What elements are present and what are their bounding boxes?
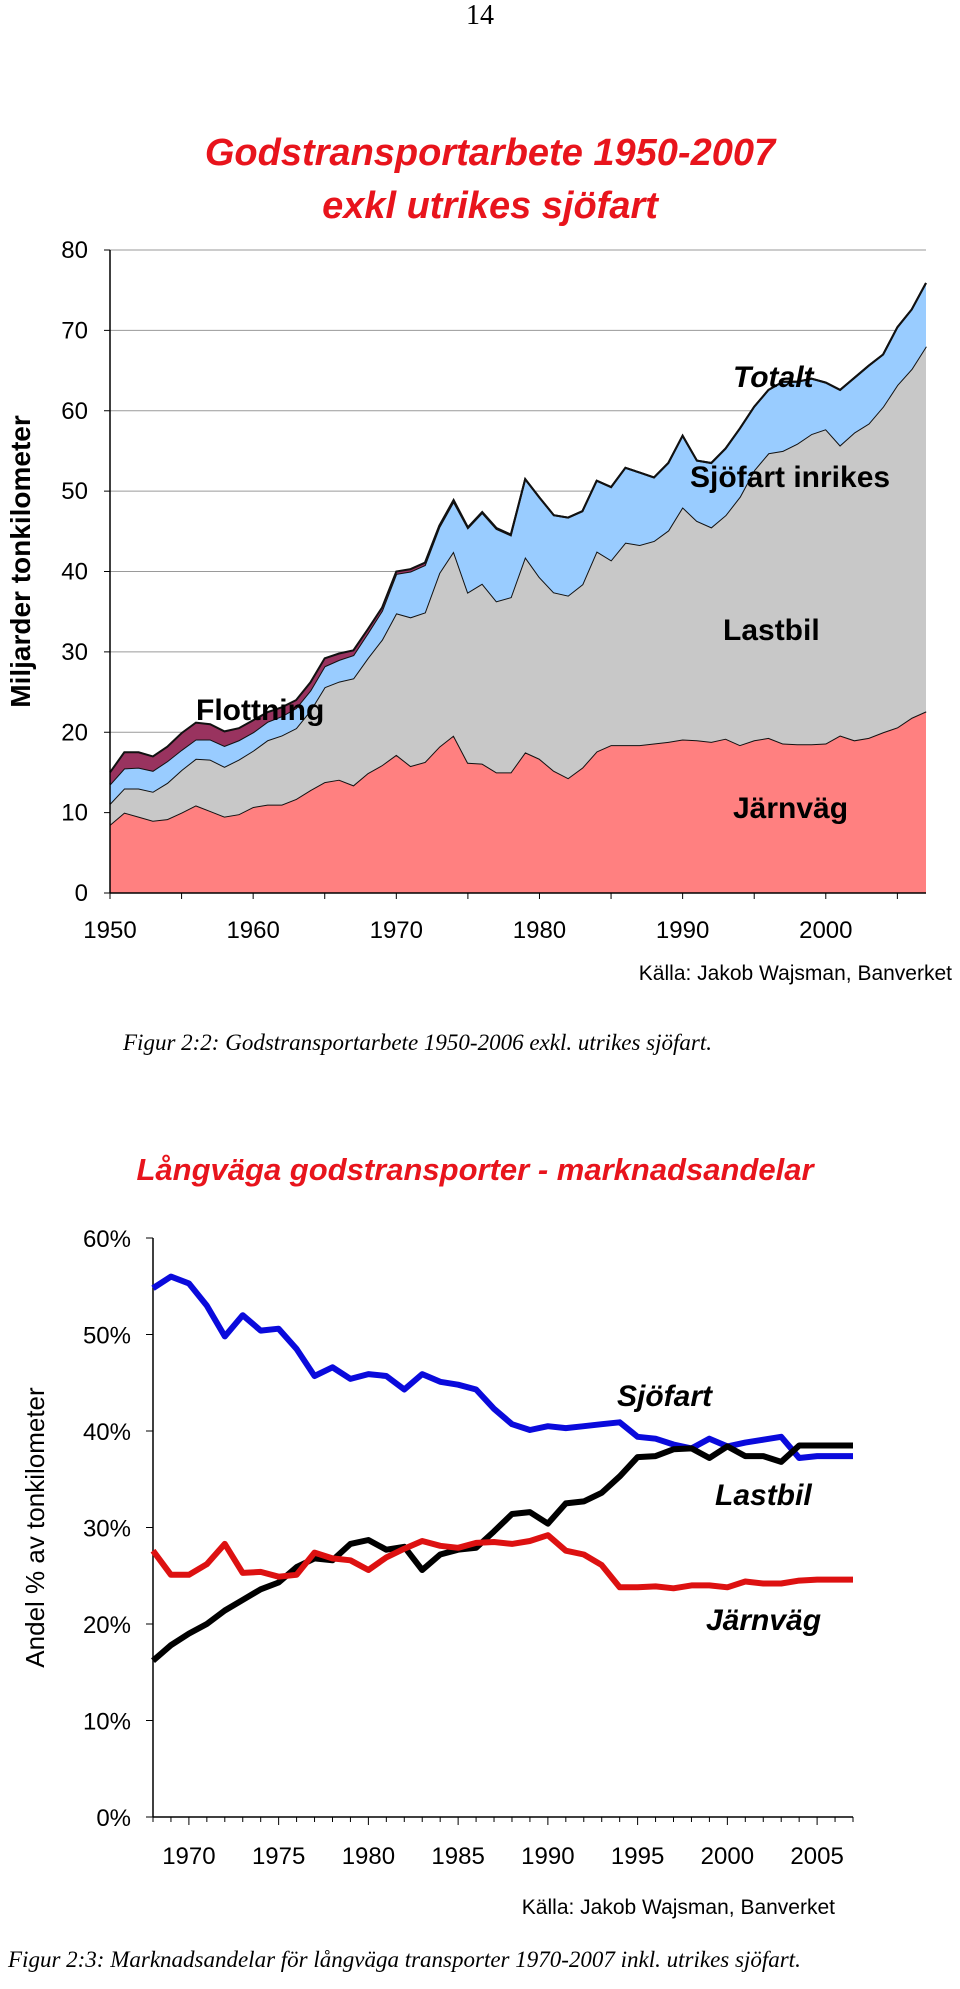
chart-title: Långväga godstransporter - marknadsandel… (136, 1152, 815, 1187)
line-j-rnv-g (150, 1532, 853, 1592)
x-tick-label: 1970 (162, 1843, 215, 1870)
x-tick-label: 2000 (799, 917, 852, 944)
x-tick-label: 1960 (226, 917, 279, 944)
area-sj-fart-inrikes (110, 283, 926, 804)
y-tick-label: 20 (61, 719, 88, 746)
y-tick-label: 60% (83, 1226, 131, 1253)
x-tick-label: 1990 (656, 917, 709, 944)
x-tick-label: 1980 (513, 917, 566, 944)
y-axis-label: Andel % av tonkilometer (20, 1387, 50, 1668)
chart-title-line-1: Godstransportarbete 1950-2007 (205, 132, 777, 174)
y-tick-label: 60 (61, 398, 88, 425)
x-tick-label: 1950 (83, 917, 136, 944)
y-tick-label: 50% (83, 1323, 131, 1350)
x-tick-label: 1970 (370, 917, 423, 944)
market-share-line-chart: Långväga godstransporter - marknadsandel… (20, 1152, 854, 1919)
figure-caption-1: Figur 2:2: Godstransportarbete 1950-2006… (123, 1030, 713, 1055)
source-note: Källa: Jakob Wajsman, Banverket (639, 962, 952, 985)
y-tick-label: 80 (61, 237, 88, 264)
y-axis-label: Miljarder tonkilometer (5, 415, 36, 708)
y-tick-label: 30 (61, 639, 88, 666)
annotation-jarnvag: Järnväg (706, 1604, 821, 1637)
x-tick-label: 2000 (701, 1843, 754, 1870)
x-tick-label: 1990 (521, 1843, 574, 1870)
y-tick-label: 20% (83, 1612, 131, 1639)
chart-title-line-2: exkl utrikes sjöfart (322, 185, 659, 227)
annotation-lastbil: Lastbil (715, 1479, 812, 1512)
annotation-jarnvag: Järnväg (733, 792, 848, 825)
line-sj-fart (151, 1273, 853, 1461)
y-tick-label: 0% (96, 1805, 131, 1832)
source-note: Källa: Jakob Wajsman, Banverket (522, 1896, 835, 1919)
annotation-totalt: Totalt (733, 361, 816, 394)
freight-volume-area-chart: Godstransportarbete 1950-2007 exkl utrike… (5, 132, 952, 985)
annotation-sjofart: Sjöfart (617, 1380, 714, 1413)
y-tick-label: 50 (61, 478, 88, 505)
x-tick-label: 1985 (431, 1843, 484, 1870)
annotation-lastbil: Lastbil (723, 614, 820, 647)
y-tick-label: 40 (61, 559, 88, 586)
y-tick-label: 40% (83, 1419, 131, 1446)
x-tick-label: 1975 (252, 1843, 305, 1870)
area-flottning (110, 283, 926, 785)
x-tick-label: 2005 (790, 1843, 843, 1870)
annotation-flottning: Flottning (196, 694, 324, 727)
figure-caption-2: Figur 2:3: Marknadsandelar för långväga … (8, 1947, 801, 1972)
x-tick-label: 1980 (342, 1843, 395, 1870)
y-tick-label: 30% (83, 1516, 131, 1543)
y-tick-label: 10 (61, 800, 88, 827)
line-lastbil (151, 1442, 853, 1663)
annotation-sjofart-inrikes: Sjöfart inrikes (690, 461, 890, 494)
y-tick-label: 10% (83, 1709, 131, 1736)
page-number: 14 (466, 0, 494, 31)
area-j-rnv-g (110, 711, 926, 893)
y-tick-label: 0 (75, 880, 88, 907)
area-boundary-flottning (109, 282, 927, 773)
y-tick-label: 70 (61, 317, 88, 344)
x-tick-label: 1995 (611, 1843, 664, 1870)
